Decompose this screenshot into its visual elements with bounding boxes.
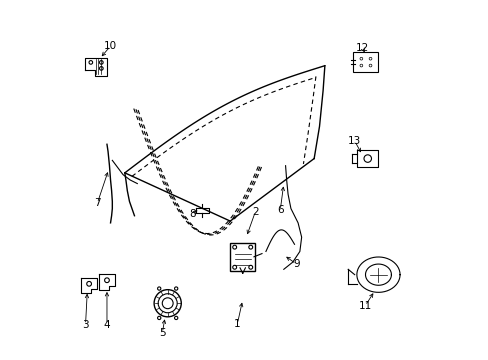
Text: 3: 3 [82, 320, 89, 330]
Text: 9: 9 [292, 259, 299, 269]
FancyBboxPatch shape [353, 52, 378, 72]
Text: 8: 8 [189, 209, 196, 219]
Text: 11: 11 [358, 301, 371, 311]
FancyBboxPatch shape [230, 243, 255, 271]
Text: 4: 4 [103, 320, 110, 330]
Text: 12: 12 [355, 43, 368, 53]
Text: 13: 13 [347, 136, 361, 146]
Text: 5: 5 [159, 328, 165, 338]
Text: 7: 7 [94, 198, 101, 208]
Text: 2: 2 [251, 207, 258, 217]
Text: 1: 1 [234, 319, 240, 329]
Text: 10: 10 [104, 41, 117, 51]
Text: 6: 6 [276, 205, 283, 215]
